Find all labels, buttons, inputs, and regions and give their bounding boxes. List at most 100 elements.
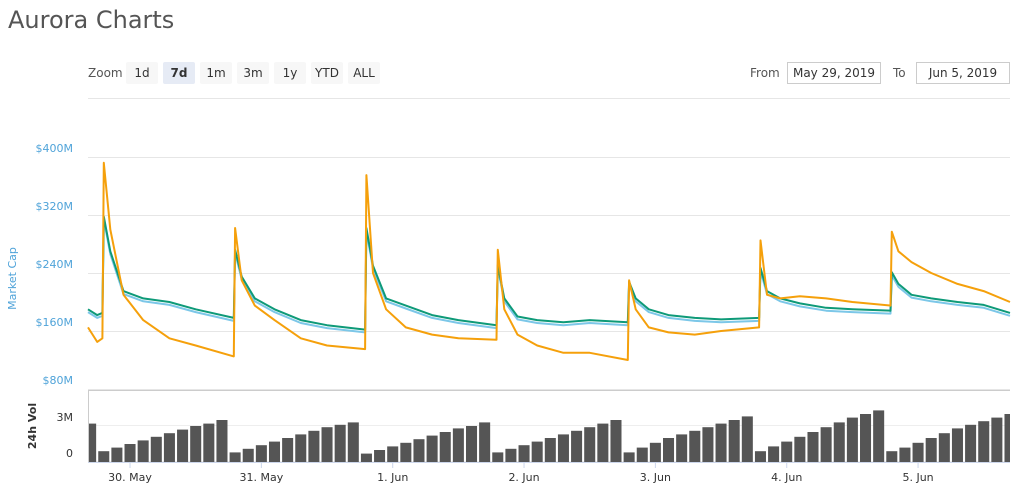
volume-bar	[268, 441, 281, 462]
volume-bar	[689, 430, 701, 462]
volume-bar	[163, 433, 175, 462]
volume-bar	[860, 414, 872, 462]
volume-bar	[190, 426, 202, 462]
y-tick-label: $400M	[36, 142, 74, 155]
volume-bar	[584, 427, 596, 462]
volume-bar	[978, 421, 990, 462]
volume-bar	[702, 427, 714, 462]
volume-bar	[912, 442, 924, 462]
x-tick-label: 31. May	[240, 471, 284, 484]
volume-bar	[938, 433, 950, 462]
y-tick-label: $160M	[36, 316, 74, 329]
volume-bar	[374, 450, 386, 462]
volume-bar	[768, 446, 780, 462]
volume-bar	[741, 416, 753, 462]
volume-bar	[991, 417, 1003, 462]
volume-bar	[242, 448, 254, 462]
volume-bar	[623, 452, 635, 462]
volume-bar	[137, 440, 149, 462]
volume-bar	[965, 424, 977, 462]
x-tick-label: 4. Jun	[771, 471, 802, 484]
volume-bar	[321, 427, 333, 462]
volume-bar	[229, 452, 241, 462]
volume-bar	[899, 447, 911, 462]
volume-bar	[492, 452, 504, 462]
from-input[interactable]: May 29, 2019	[787, 62, 881, 84]
volume-bar	[728, 420, 740, 462]
volume-bar	[360, 453, 372, 462]
volume-bar	[426, 435, 438, 462]
volume-bar	[177, 429, 189, 462]
volume-bar	[754, 451, 766, 462]
y-axis-label: Market Cap	[6, 247, 19, 310]
y-tick-label: 3M	[57, 411, 74, 424]
volume-bar	[663, 438, 675, 462]
volume-bar	[807, 432, 819, 462]
x-tick-label: 5. Jun	[902, 471, 933, 484]
page-title: Aurora Charts	[8, 6, 175, 34]
series-line	[87, 215, 1011, 331]
volume-bar	[479, 422, 491, 462]
zoom-button[interactable]: 3m	[237, 62, 269, 84]
volume-bar	[794, 436, 806, 462]
volume-bar	[255, 445, 267, 462]
y-tick-label: $240M	[36, 258, 74, 271]
volume-bar	[833, 422, 845, 462]
volume-bar	[387, 446, 399, 462]
x-tick-label: 30. May	[108, 471, 152, 484]
x-tick-label: 3. Jun	[640, 471, 671, 484]
series-line	[87, 161, 1011, 361]
y-tick-label: 0	[66, 447, 73, 460]
volume-bar	[347, 422, 359, 462]
volume-bar	[636, 447, 648, 462]
to-input[interactable]: Jun 5, 2019	[916, 62, 1010, 84]
volume-bar	[781, 441, 793, 462]
zoom-button[interactable]: 7d	[163, 62, 195, 84]
volume-bar	[124, 444, 136, 462]
volume-bar	[400, 442, 412, 462]
volume-bar	[531, 441, 543, 462]
volume-bar	[216, 420, 228, 462]
volume-bar	[886, 451, 898, 462]
volume-bar	[951, 428, 963, 462]
volume-bar	[846, 417, 858, 462]
volume-bar	[557, 434, 569, 462]
x-tick-label: 2. Jun	[508, 471, 539, 484]
volume-bar	[925, 438, 937, 462]
volume-bar	[873, 410, 885, 462]
volume-bar	[295, 434, 307, 462]
volume-bar	[465, 426, 478, 462]
volume-bar	[203, 423, 215, 462]
zoom-label: Zoom	[88, 66, 123, 80]
volume-bar	[1004, 414, 1010, 462]
to-label: To	[893, 66, 906, 80]
series-line	[87, 218, 1011, 334]
volume-bar	[518, 445, 530, 462]
zoom-button[interactable]: ALL	[348, 62, 380, 84]
volume-bar	[413, 439, 425, 462]
zoom-button[interactable]: 1d	[126, 62, 158, 84]
y-tick-label: $320M	[36, 200, 74, 213]
volume-bar	[89, 423, 97, 462]
volume-bar	[597, 423, 609, 462]
volume-bar	[150, 436, 162, 462]
zoom-button[interactable]: YTD	[311, 62, 343, 84]
volume-bar	[715, 423, 727, 462]
x-tick-label: 1. Jun	[377, 471, 408, 484]
volume-bar	[610, 420, 622, 462]
zoom-button[interactable]: 1m	[200, 62, 232, 84]
volume-bar	[452, 428, 464, 462]
volume-bar	[571, 430, 583, 462]
zoom-button[interactable]: 1y	[274, 62, 306, 84]
volume-bar	[505, 448, 517, 462]
volume-bar	[439, 432, 451, 462]
volume-bar	[649, 442, 661, 462]
volume-bar	[544, 438, 556, 462]
from-label: From	[750, 66, 780, 80]
y-axis-label: 24h Vol	[26, 403, 39, 449]
y-tick-label: $80M	[43, 374, 74, 387]
zoom-buttons: 1d 7d 1m 3m 1y YTD ALL	[126, 62, 380, 84]
volume-bar	[98, 451, 110, 462]
